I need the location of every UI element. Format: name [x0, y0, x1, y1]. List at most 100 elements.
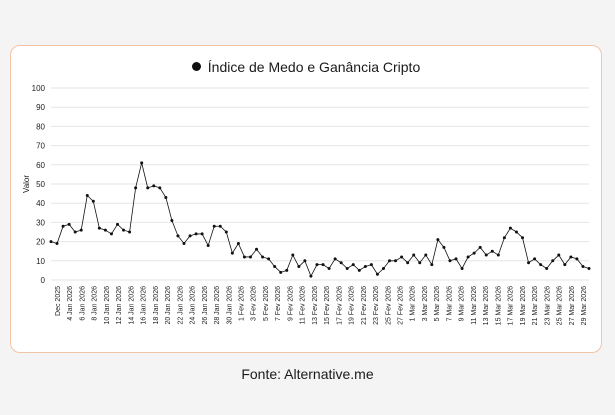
data-point [61, 224, 65, 228]
data-point [569, 255, 573, 259]
y-tick-label-90: 90 [36, 103, 45, 112]
data-point [527, 261, 531, 265]
data-point [502, 236, 506, 240]
data-point [158, 186, 162, 190]
data-point [557, 253, 561, 257]
x-tick-label: 3 Mar 2026 [422, 286, 429, 322]
data-point [327, 266, 331, 270]
data-point [339, 261, 343, 265]
data-point [206, 243, 210, 247]
data-point [109, 232, 113, 236]
data-point [587, 266, 591, 270]
data-point [418, 261, 422, 265]
data-point [140, 161, 144, 165]
data-point [115, 222, 119, 226]
data-point [381, 266, 385, 270]
x-tick-label: 13 Fev 2026 [312, 286, 319, 325]
y-tick-label-60: 60 [36, 161, 45, 170]
data-point [261, 255, 265, 259]
data-point [581, 265, 585, 269]
x-tick-label: 19 Fev 2026 [349, 286, 356, 325]
x-tick-label: 26 Jan 2026 [202, 286, 209, 325]
x-tick-label: 27 Fev 2026 [398, 286, 405, 325]
x-tick-label: 30 Jan 2026 [226, 286, 233, 325]
data-point [176, 234, 180, 238]
data-point [478, 245, 482, 249]
data-point [490, 249, 494, 253]
data-point [73, 230, 77, 234]
x-tick-label: 20 Jan 2026 [165, 286, 172, 325]
data-point [315, 263, 319, 267]
x-tick-label: 9 Fev 2026 [287, 286, 294, 321]
legend-marker [191, 62, 201, 71]
x-tick-label: 12 Jan 2026 [116, 286, 123, 325]
x-tick-label: 17 Fev 2026 [336, 286, 343, 325]
x-tick-label: 14 Jan 2026 [128, 286, 135, 325]
data-point [521, 236, 525, 240]
data-point [333, 257, 337, 261]
x-tick-label: 27 Mar 2026 [569, 286, 576, 325]
y-tick-label-100: 100 [32, 84, 46, 93]
data-point [170, 218, 174, 222]
data-point [460, 266, 464, 270]
y-tick-label-50: 50 [36, 180, 45, 189]
data-point [291, 253, 295, 257]
y-tick-label-70: 70 [36, 142, 45, 151]
data-point [309, 274, 313, 278]
data-point [345, 266, 349, 270]
x-tick-label: 21 Mar 2026 [532, 286, 539, 325]
x-tick-label: 21 Fev 2026 [361, 286, 368, 325]
source-caption: Fonte: Alternative.me [241, 366, 374, 382]
data-point [303, 259, 307, 263]
data-point [212, 224, 216, 228]
x-tick-label: 15 Mar 2026 [495, 286, 502, 325]
data-point [321, 263, 325, 267]
x-tick-label: 19 Mar 2026 [520, 286, 527, 325]
data-point [424, 253, 428, 257]
data-point [412, 253, 416, 257]
x-tick-label: 1 Fev 2026 [238, 286, 245, 321]
data-point [255, 247, 259, 251]
data-point [375, 272, 379, 276]
data-point [454, 257, 458, 261]
data-point [164, 195, 168, 199]
data-point [85, 194, 89, 198]
x-tick-label: 13 Mar 2026 [483, 286, 490, 325]
data-point [122, 228, 126, 232]
data-point [128, 230, 132, 234]
x-tick-label: 8 Jan 2026 [92, 286, 99, 321]
x-tick-label: 11 Mar 2026 [471, 286, 478, 325]
data-point [400, 255, 404, 259]
y-tick-label-20: 20 [36, 238, 45, 247]
data-point [49, 240, 53, 244]
x-tick-label: 16 Jan 2026 [141, 286, 148, 325]
y-tick-label-10: 10 [36, 257, 45, 266]
x-tick-label: 29 Mar 2026 [581, 286, 588, 325]
data-point [430, 263, 434, 267]
data-point [273, 265, 277, 269]
data-point [200, 232, 204, 236]
data-point [563, 263, 567, 267]
data-point [357, 268, 361, 272]
data-point [97, 226, 101, 230]
x-tick-label: 7 Fev 2026 [275, 286, 282, 321]
data-point [539, 263, 543, 267]
x-tick-label: 5 Mar 2026 [434, 286, 441, 322]
data-point [388, 259, 392, 263]
x-tick-label: 25 Fev 2026 [385, 286, 392, 325]
data-point [67, 222, 71, 226]
data-point [436, 238, 440, 242]
data-point [575, 257, 579, 261]
x-tick-label: 7 Mar 2026 [446, 286, 453, 322]
data-point [194, 232, 198, 236]
x-tick-label: 17 Mar 2026 [508, 286, 515, 325]
data-point [472, 251, 476, 255]
data-point [351, 263, 355, 267]
data-point [55, 242, 59, 246]
x-tick-label: 4 Jan 2026 [67, 286, 74, 321]
chart-title-text: Índice de Medo e Ganância Cripto [207, 59, 421, 75]
data-point [514, 230, 518, 234]
data-point [279, 270, 283, 274]
x-tick-label: 22 Jan 2026 [177, 286, 184, 325]
data-point [248, 255, 252, 259]
